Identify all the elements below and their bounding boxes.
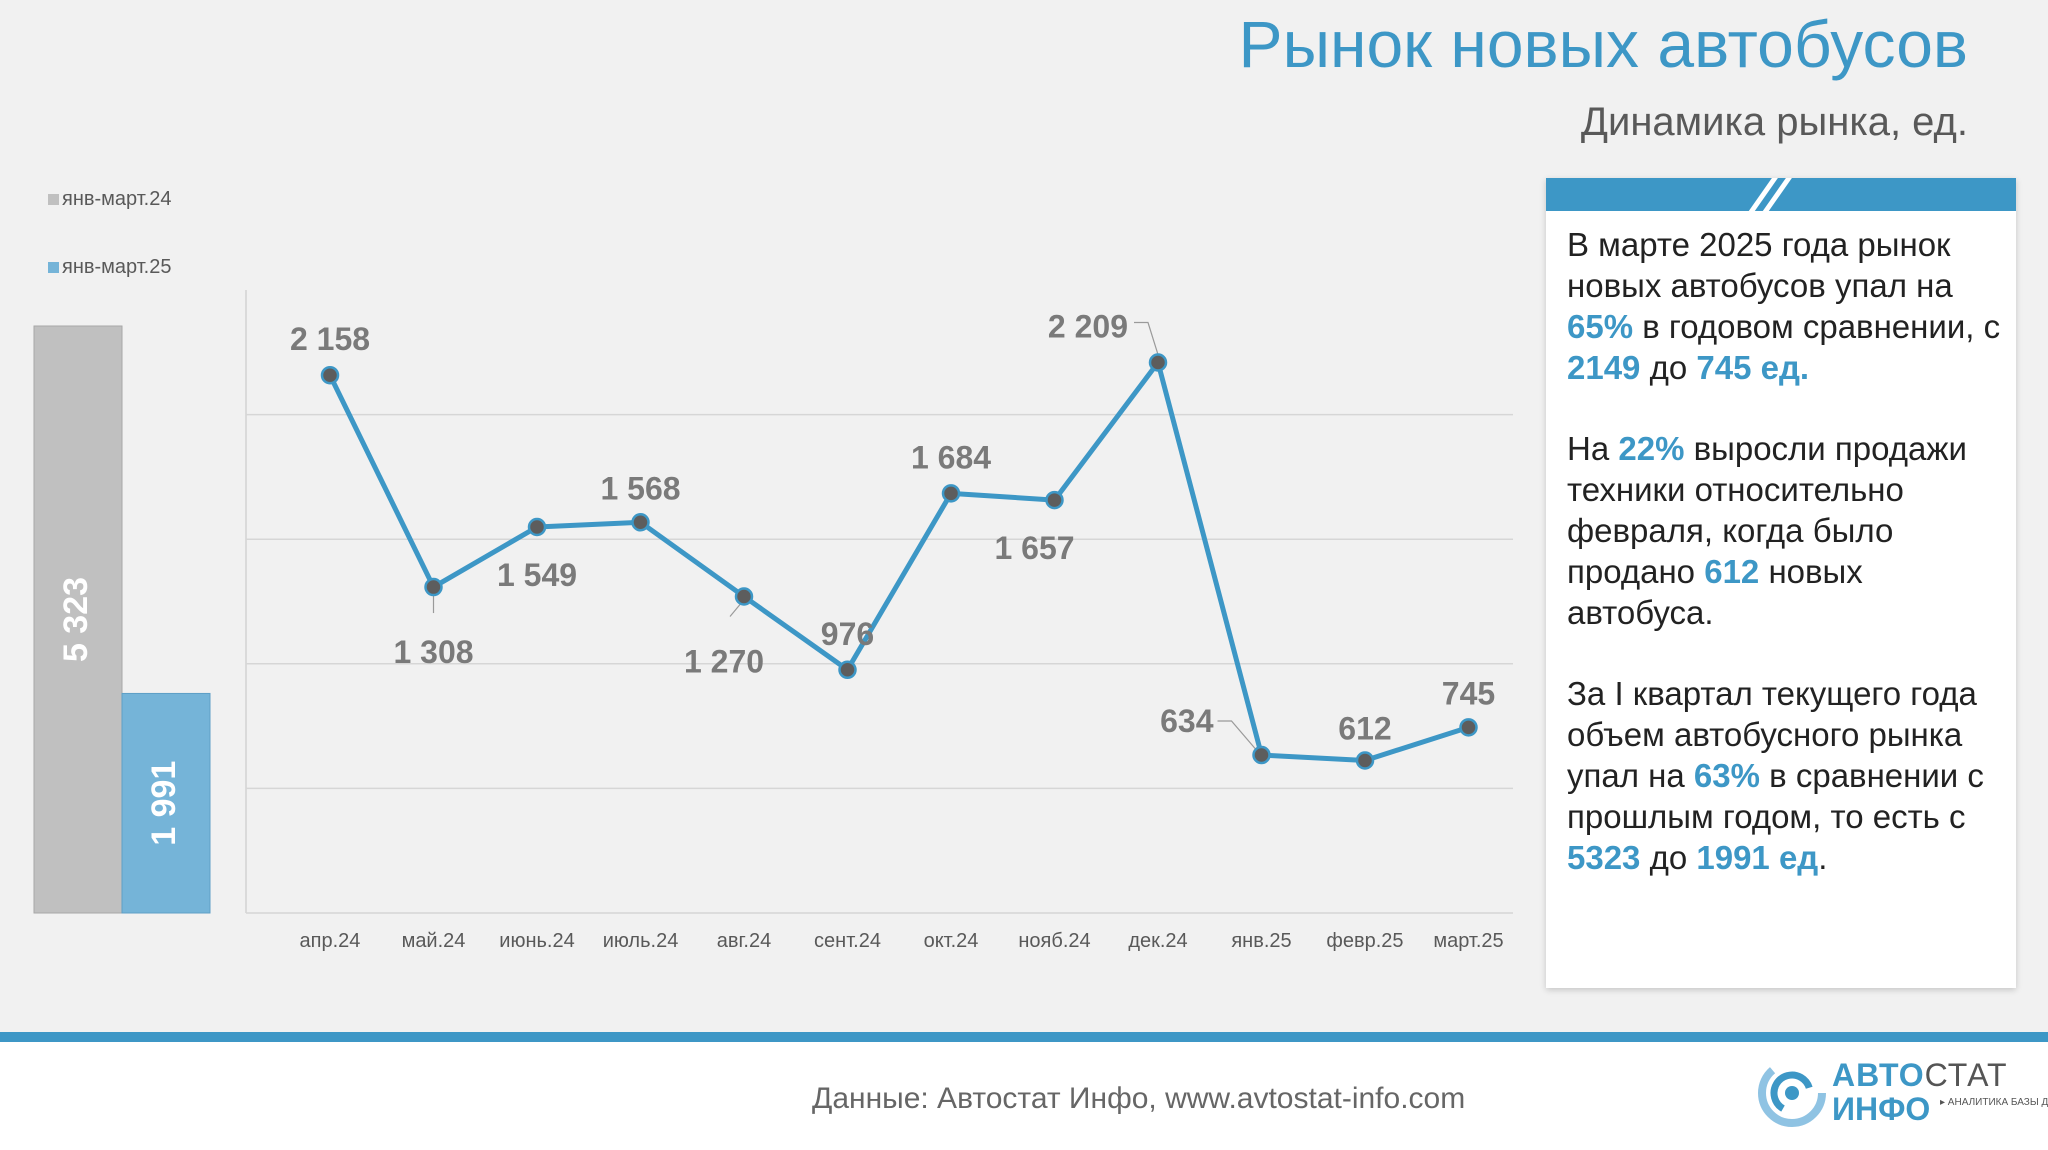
- info-highlight: 5323: [1567, 839, 1641, 876]
- data-point: [631, 513, 650, 532]
- data-label-leader: [729, 604, 741, 617]
- info-highlight: 745 ед.: [1696, 349, 1810, 386]
- info-text-segment: до: [1640, 839, 1697, 876]
- page-title: Рынок новых автобусов: [1238, 7, 1968, 81]
- info-highlight: 63%: [1693, 757, 1760, 794]
- x-tick-label: март.25: [1433, 930, 1503, 952]
- data-point: [1355, 751, 1375, 770]
- data-label: 1 308: [393, 634, 473, 670]
- logo-wordmark-top: АВТОСТАТ: [1832, 1057, 2008, 1094]
- data-point: [1459, 718, 1478, 737]
- data-point: [941, 484, 961, 503]
- info-panel: В марте 2025 года рынок новых автобусов …: [1546, 178, 2016, 988]
- x-tick-label: нояб.24: [1018, 930, 1090, 952]
- summary-bar-label: 5 323: [57, 577, 95, 662]
- summary-bar: [121, 692, 211, 914]
- autostat-logo: АВТОСТАТ ИНФО ▸ АНАЛИТИКА БАЗЫ ДАННЫХ: [1756, 1057, 2048, 1127]
- data-label: 2 209: [1048, 309, 1128, 345]
- data-label: 612: [1338, 710, 1391, 746]
- info-text-segment: В марте 2025 года рынок новых автобусов …: [1567, 226, 1953, 304]
- legend-label-2025: янв-март.25: [62, 256, 172, 278]
- info-paragraph-2: На 22% выросли продажи техники относител…: [1567, 428, 2007, 633]
- info-text-segment: до: [1640, 349, 1697, 386]
- series-line: [327, 360, 1470, 763]
- logo-swirl-icon: [1758, 1059, 1826, 1127]
- legend-item-2024: янв-март.24: [48, 188, 171, 211]
- info-text-segment: На: [1567, 430, 1619, 467]
- legend-label-2024: янв-март.24: [62, 188, 172, 210]
- logo-tagline: ▸ АНАЛИТИКА БАЗЫ ДАННЫХ: [1940, 1097, 2048, 1108]
- data-point: [424, 577, 443, 597]
- data-label: 1 270: [684, 644, 764, 680]
- legend-swatch-2024: [48, 194, 59, 205]
- data-point: [320, 365, 340, 385]
- info-highlight: 65%: [1567, 308, 1634, 345]
- monthly-sales-line-chart: 2 158 апр.24 1 308 май.24 1 549 июнь.24 1 568 и…: [245, 290, 1513, 952]
- page-subtitle: Динамика рынка, ед.: [1580, 100, 1968, 144]
- data-label: 745: [1442, 675, 1495, 711]
- x-tick-label: май.24: [402, 930, 466, 952]
- data-point: [1148, 353, 1168, 372]
- data-label: 976: [821, 616, 874, 652]
- data-point: [1252, 745, 1271, 765]
- x-tick-label: окт.24: [924, 930, 979, 952]
- info-highlight: 1991 ед: [1696, 839, 1819, 876]
- data-label: 2 158: [290, 321, 370, 357]
- data-label: 1 684: [911, 439, 991, 475]
- logo-wordmark-bottom: ИНФО: [1832, 1091, 1931, 1127]
- info-panel-header: [1546, 178, 2016, 211]
- x-tick-label: февр.25: [1326, 930, 1403, 952]
- legend-item-2025: янв-март.25: [48, 256, 171, 279]
- data-point: [1045, 490, 1064, 510]
- info-text-segment: в сравнении с прошлым годом, то есть с: [1567, 757, 1984, 835]
- data-point: [527, 517, 547, 537]
- data-label-leader: [1134, 321, 1159, 355]
- summary-bar: [33, 325, 123, 914]
- data-label-leader: [1217, 720, 1256, 750]
- info-text-segment: новых автобуса.: [1567, 553, 1863, 631]
- x-tick-label: дек.24: [1128, 930, 1187, 952]
- info-text-segment: За I квартал текущего года объем автобус…: [1567, 675, 1977, 794]
- summary-bar-label: 1 991: [145, 761, 183, 846]
- info-highlight: 22%: [1618, 430, 1685, 467]
- x-tick-label: апр.24: [300, 930, 361, 952]
- info-paragraph-1: В марте 2025 года рынок новых автобусов …: [1567, 224, 2007, 388]
- legend-swatch-2025: [48, 262, 59, 273]
- x-tick-label: июль.24: [603, 930, 679, 952]
- data-label: 1 549: [497, 557, 577, 593]
- data-point: [838, 660, 857, 680]
- x-tick-label: сент.24: [814, 930, 881, 952]
- logo-wordmark-part: АВТО: [1832, 1057, 1925, 1093]
- x-tick-label: янв.25: [1231, 930, 1291, 952]
- info-highlight: 2149: [1567, 349, 1641, 386]
- data-label: 634: [1160, 703, 1214, 739]
- info-highlight: 612: [1704, 553, 1760, 590]
- info-text-segment: выросли продажи техники относительно фев…: [1567, 430, 1967, 590]
- data-source: Данные: Автостат Инфо, www.avtostat-info…: [812, 1082, 1466, 1115]
- info-text: В марте 2025 года рынок новых автобусов …: [1567, 224, 2007, 918]
- info-text-segment: .: [1818, 839, 1828, 876]
- footer: [0, 1042, 2048, 1150]
- quarter-summary-bar-chart: 5 323 1 991: [33, 325, 211, 914]
- logo-wordmark-part: СТАТ: [1924, 1057, 2008, 1093]
- x-tick-label: авг.24: [717, 930, 771, 952]
- data-label: 1 568: [600, 470, 680, 506]
- info-text-segment: в годовом сравнении, с: [1633, 308, 2001, 345]
- data-label: 1 657: [994, 530, 1074, 566]
- info-paragraph-3: За I квартал текущего года объем автобус…: [1567, 673, 2007, 878]
- footer-accent-bar: [0, 1032, 2048, 1042]
- data-point: [734, 587, 754, 606]
- x-tick-label: июнь.24: [499, 930, 574, 952]
